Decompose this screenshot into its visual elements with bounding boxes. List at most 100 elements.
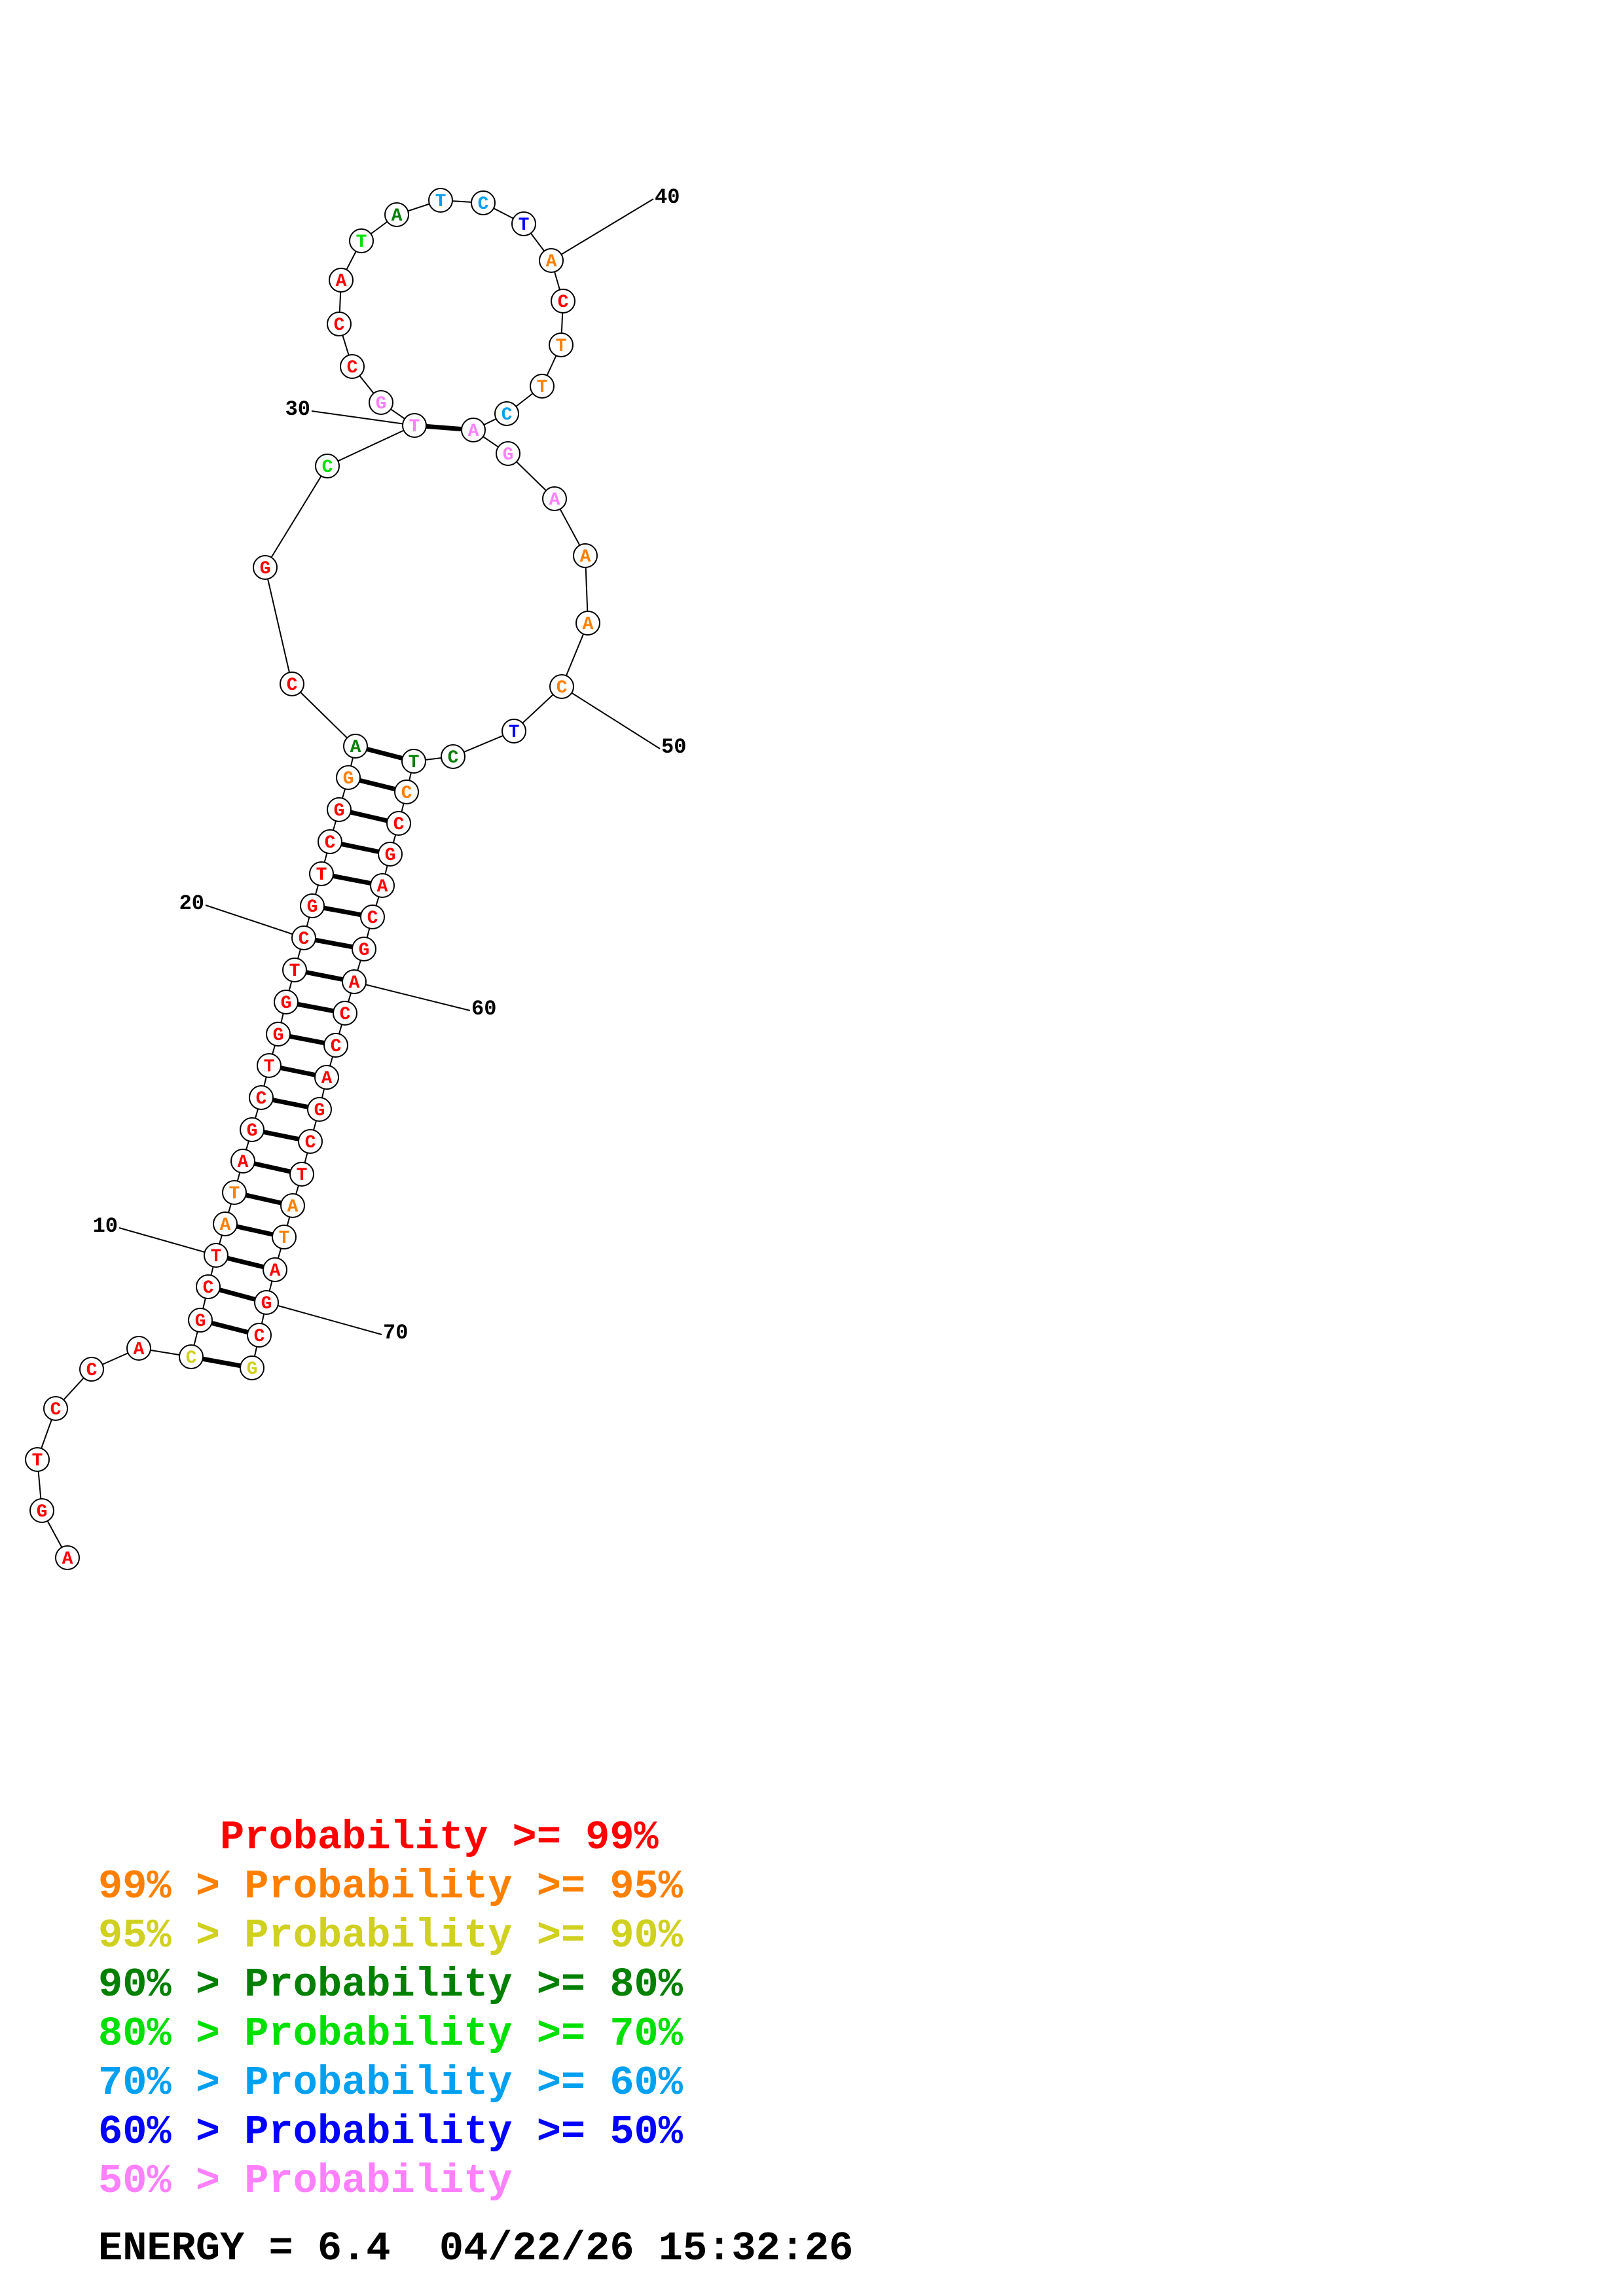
nucleotide-69: A bbox=[263, 1257, 287, 1282]
nucleotide-23: C bbox=[318, 829, 342, 854]
nucleotide-8: G bbox=[188, 1308, 213, 1333]
nucleotide-circle bbox=[386, 811, 411, 836]
nucleotide-circle bbox=[360, 905, 385, 929]
nucleotide-34: A bbox=[329, 268, 354, 293]
nucleotide-letter: C bbox=[334, 315, 345, 336]
nucleotide-letter: T bbox=[264, 1057, 275, 1077]
nucleotide-letter: A bbox=[549, 490, 560, 511]
position-leader-line bbox=[551, 198, 654, 261]
nucleotide-circle bbox=[266, 1022, 291, 1047]
nucleotide-1: A bbox=[55, 1545, 80, 1570]
nucleotide-circle bbox=[494, 401, 519, 426]
position-label: 70 bbox=[383, 1321, 408, 1345]
nucleotide-letter: C bbox=[367, 908, 378, 929]
nucleotide-letter: C bbox=[322, 457, 333, 478]
nucleotide-circle bbox=[300, 893, 325, 918]
nucleotide-circle bbox=[282, 958, 307, 982]
nucleotide-letter: T bbox=[409, 753, 420, 773]
legend-row: Probability >= 99% bbox=[98, 1814, 659, 1861]
position-leader-line bbox=[119, 1227, 217, 1256]
backbone-link bbox=[291, 683, 356, 747]
position-leader-line bbox=[266, 1302, 382, 1335]
nucleotide-circle bbox=[329, 268, 354, 293]
nucleotide-circle bbox=[378, 842, 403, 867]
nucleotide-letter: T bbox=[279, 1229, 290, 1249]
nucleotide-letter: G bbox=[273, 1026, 284, 1046]
nucleotide-9: C bbox=[196, 1274, 221, 1299]
nucleotide-letter: G bbox=[314, 1101, 325, 1121]
nucleotide-letter: G bbox=[343, 769, 354, 789]
nucleotide-66: T bbox=[289, 1162, 314, 1187]
position-leader-line bbox=[205, 905, 304, 939]
nucleotide-27: C bbox=[280, 672, 304, 696]
nucleotide-circle bbox=[55, 1545, 80, 1570]
nucleotide-letter: C bbox=[287, 675, 298, 696]
nucleotide-letter: C bbox=[186, 1348, 197, 1369]
nucleotide-circle bbox=[349, 228, 374, 253]
nucleotide-26: A bbox=[343, 734, 368, 759]
nucleotide-49: A bbox=[575, 611, 600, 636]
nucleotide-letter: A bbox=[270, 1261, 281, 1282]
nucleotide-55: C bbox=[386, 811, 411, 836]
nucleotide-45: A bbox=[461, 418, 486, 442]
position-label: 60 bbox=[471, 997, 496, 1021]
nucleotide-letter: T bbox=[435, 192, 447, 212]
nucleotide-letter: T bbox=[409, 417, 420, 437]
legend-row: 80% > Probability >= 70% bbox=[98, 2011, 683, 2057]
nucleotide-letter: C bbox=[401, 783, 412, 804]
nucleotide-circle bbox=[539, 248, 564, 273]
nucleotide-29: C bbox=[315, 454, 340, 478]
legend-row: 95% > Probability >= 90% bbox=[98, 1912, 683, 1959]
nucleotide-52: C bbox=[441, 744, 465, 769]
nucleotide-circle bbox=[340, 354, 365, 379]
position-label: 50 bbox=[661, 735, 686, 759]
nucleotide-circle bbox=[496, 441, 520, 466]
legend-row: 60% > Probability >= 50% bbox=[98, 2109, 683, 2155]
nucleotide-circle bbox=[188, 1308, 213, 1333]
nucleotide-circle bbox=[343, 734, 368, 759]
backbone-link bbox=[327, 425, 415, 467]
nucleotide-circle bbox=[307, 1097, 332, 1122]
nucleotide-68: T bbox=[272, 1225, 297, 1249]
nucleotide-48: A bbox=[573, 543, 598, 568]
nucleotide-letter: T bbox=[229, 1184, 240, 1204]
nucleotide-letter: G bbox=[261, 1294, 272, 1314]
nucleotide-letter: G bbox=[260, 559, 271, 579]
nucleotide-70: G bbox=[254, 1290, 279, 1315]
nucleotide-25: G bbox=[336, 765, 361, 790]
nucleotide-72: G bbox=[240, 1355, 264, 1380]
nucleotide-circle bbox=[575, 611, 600, 636]
nucleotide-letter: T bbox=[537, 378, 548, 398]
nucleotide-circle bbox=[230, 1149, 255, 1174]
nucleotide-letter: T bbox=[519, 215, 530, 236]
nucleotide-63: A bbox=[314, 1065, 339, 1090]
nucleotide-letter: G bbox=[247, 1359, 258, 1380]
nucleotide-circle bbox=[289, 1162, 314, 1187]
nucleotide-letter: G bbox=[503, 445, 514, 465]
nucleotide-59: G bbox=[352, 937, 376, 961]
energy-footer: ENERGY = 6.4 04/22/26 15:32:26 bbox=[98, 2225, 854, 2272]
nucleotide-circle bbox=[352, 937, 376, 961]
nucleotide-letter: C bbox=[325, 833, 336, 853]
nucleotide-letter: G bbox=[247, 1121, 258, 1141]
nucleotide-5: C bbox=[79, 1357, 104, 1382]
nucleotide-62: C bbox=[323, 1033, 348, 1058]
legend-row: 70% > Probability >= 60% bbox=[98, 2060, 683, 2106]
nucleotide-letter: G bbox=[334, 801, 345, 821]
nucleotide-65: C bbox=[298, 1129, 323, 1154]
nucleotide-circle bbox=[314, 1065, 339, 1090]
nucleotide-64: G bbox=[307, 1097, 332, 1122]
nucleotide-letter: G bbox=[307, 897, 318, 918]
nucleotide-letter: T bbox=[316, 865, 327, 886]
nucleotide-circle bbox=[315, 454, 340, 478]
nucleotide-circle bbox=[272, 1225, 297, 1249]
nucleotide-letter: C bbox=[556, 678, 568, 698]
nucleotide-circle bbox=[428, 188, 453, 213]
nucleotide-16: T bbox=[257, 1053, 282, 1078]
nucleotide-61: C bbox=[333, 1001, 357, 1026]
nucleotide-circle bbox=[29, 1498, 54, 1523]
nucleotide-letter: C bbox=[347, 358, 358, 378]
nucleotide-letter: G bbox=[281, 994, 292, 1014]
